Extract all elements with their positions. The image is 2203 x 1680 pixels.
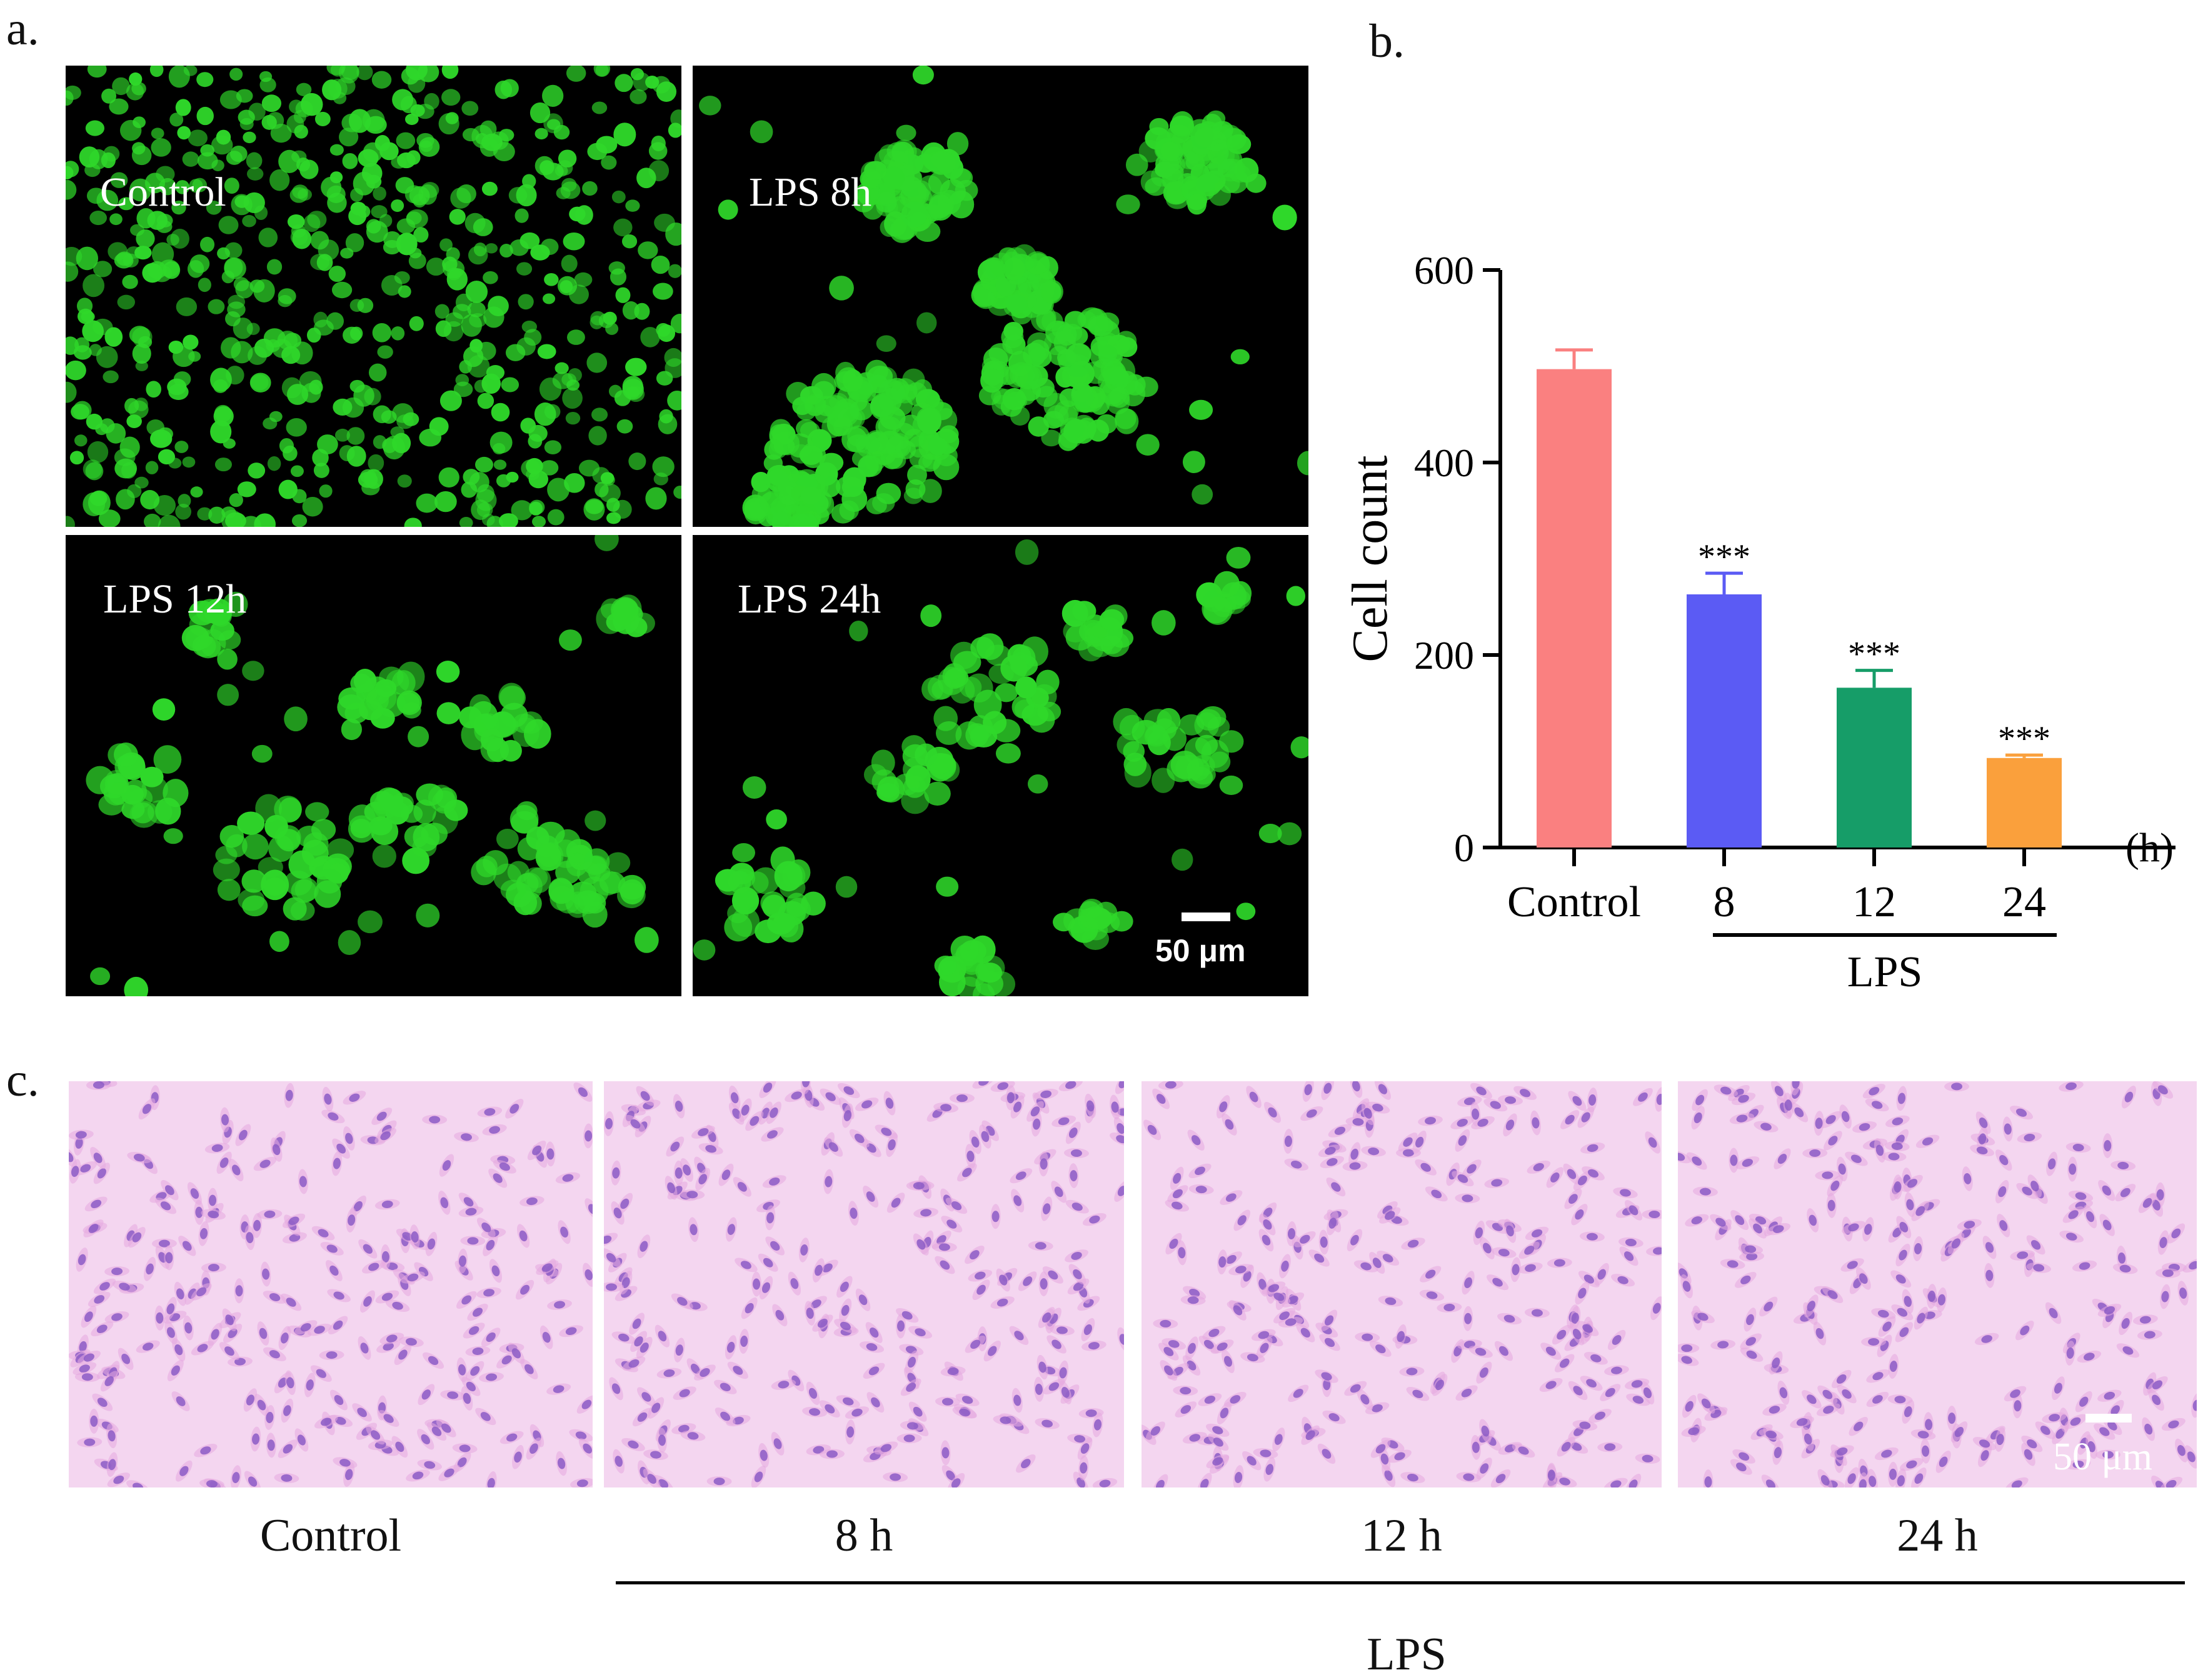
- he-caption-control: Control: [259, 1510, 402, 1561]
- micrograph-label: LPS 8h: [749, 169, 872, 215]
- scale-bar-label: 50 μm: [1155, 933, 1246, 968]
- he-image-12h: [1142, 1081, 1662, 1488]
- panel-a-letter: a.: [6, 2, 39, 55]
- bar: [1537, 369, 1612, 848]
- cell-field: [699, 66, 1308, 527]
- he-cell-field: [69, 1081, 593, 1488]
- x-tick-label: 24: [2002, 878, 2046, 926]
- he-image-8h: [604, 1081, 1124, 1488]
- y-tick-label: 600: [1414, 248, 1474, 292]
- significance-label: ***: [1848, 635, 1900, 674]
- he-cell-field: [1678, 1081, 2197, 1488]
- y-axis-label: Cell count: [1343, 455, 1398, 662]
- micrograph-label: Control: [100, 169, 226, 215]
- he-caption-8h: 8 h: [835, 1510, 893, 1561]
- x-tick-label: 8: [1714, 878, 1735, 926]
- x-unit-label: (h): [2125, 825, 2174, 871]
- y-tick-label: 400: [1414, 441, 1474, 485]
- lps-group-line: [616, 1581, 2185, 1584]
- y-tick-label: 0: [1454, 826, 1474, 870]
- he-image-control: [69, 1081, 593, 1488]
- lps-group-label: LPS: [1847, 948, 1923, 996]
- micrograph-lps-8h: LPS 8h: [693, 66, 1308, 527]
- bar: [1837, 688, 1912, 848]
- lps-group-label: LPS: [1367, 1629, 1447, 1680]
- cell-field: [66, 66, 681, 527]
- scale-bar-label: 50 μm: [2053, 1436, 2152, 1478]
- panel-c-letter: c.: [6, 1054, 39, 1106]
- he-caption-24h: 24 h: [1897, 1510, 1978, 1561]
- scale-bar: [1182, 912, 1230, 921]
- micrograph-lps-24h: LPS 24h 50 μm: [693, 535, 1308, 996]
- significance-label: ***: [1998, 719, 2050, 758]
- cell-count-chart: 0 200 400 600 Cell count Control 8 *** 12 *** 24 **…: [1343, 248, 2175, 996]
- bar: [1687, 594, 1762, 848]
- micrograph-label: LPS 24h: [738, 576, 881, 622]
- x-tick-label: Control: [1507, 878, 1641, 926]
- x-tick-label: 12: [1852, 878, 1896, 926]
- micrograph-label: LPS 12h: [103, 576, 247, 622]
- he-cell-field: [604, 1081, 1124, 1488]
- y-tick-label: 200: [1414, 633, 1474, 678]
- he-caption-12h: 12 h: [1361, 1510, 1442, 1561]
- he-image-24h: 50 μm: [1678, 1081, 2197, 1488]
- panel-b-letter: b.: [1369, 15, 1405, 68]
- micrograph-lps-12h: LPS 12h: [66, 535, 681, 996]
- he-cell-field: [1142, 1081, 1662, 1488]
- cell-field: [86, 535, 659, 996]
- micrograph-control: Control: [66, 66, 681, 527]
- chart-bars: [1537, 348, 2062, 848]
- chart-text: 0 200 400 600 Cell count Control 8 *** 12 *** 24 **…: [1343, 248, 2174, 996]
- scale-bar: [2085, 1414, 2132, 1422]
- cell-field: [693, 539, 1308, 996]
- bar: [1987, 758, 2062, 848]
- significance-label: ***: [1698, 538, 1750, 576]
